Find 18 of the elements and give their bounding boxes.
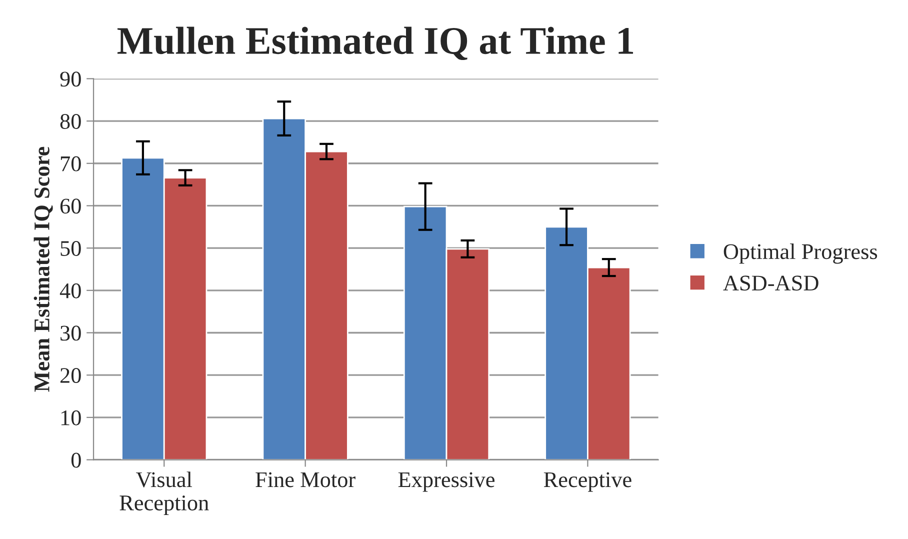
y-tick-label: 80 [60,114,81,129]
x-tick-label: Expressive [398,472,494,492]
y-tick-label: 30 [60,326,81,341]
y-tick-label: 20 [60,368,81,384]
y-tick-label: 40 [60,283,81,298]
legend-label: ASD-ASD [723,276,818,291]
x-tick-label: Receptive [544,472,632,492]
x-tick-label: Visual Reception [120,472,209,515]
y-tick-label: 60 [60,198,81,214]
y-tick-label: 50 [60,240,81,256]
y-tick-label: 10 [61,410,81,426]
y-tick-label: 0 [71,452,81,468]
chart-title: Mullen Estimated IQ at Time 1 [117,26,634,60]
y-axis-title: Mean Estimated IQ Score [34,146,53,392]
legend-label: Optimal Progress [724,243,878,264]
y-tick-label: 90 [60,72,81,87]
y-tick-label: 70 [60,156,81,172]
x-tick-label: Fine Motor [256,472,356,488]
